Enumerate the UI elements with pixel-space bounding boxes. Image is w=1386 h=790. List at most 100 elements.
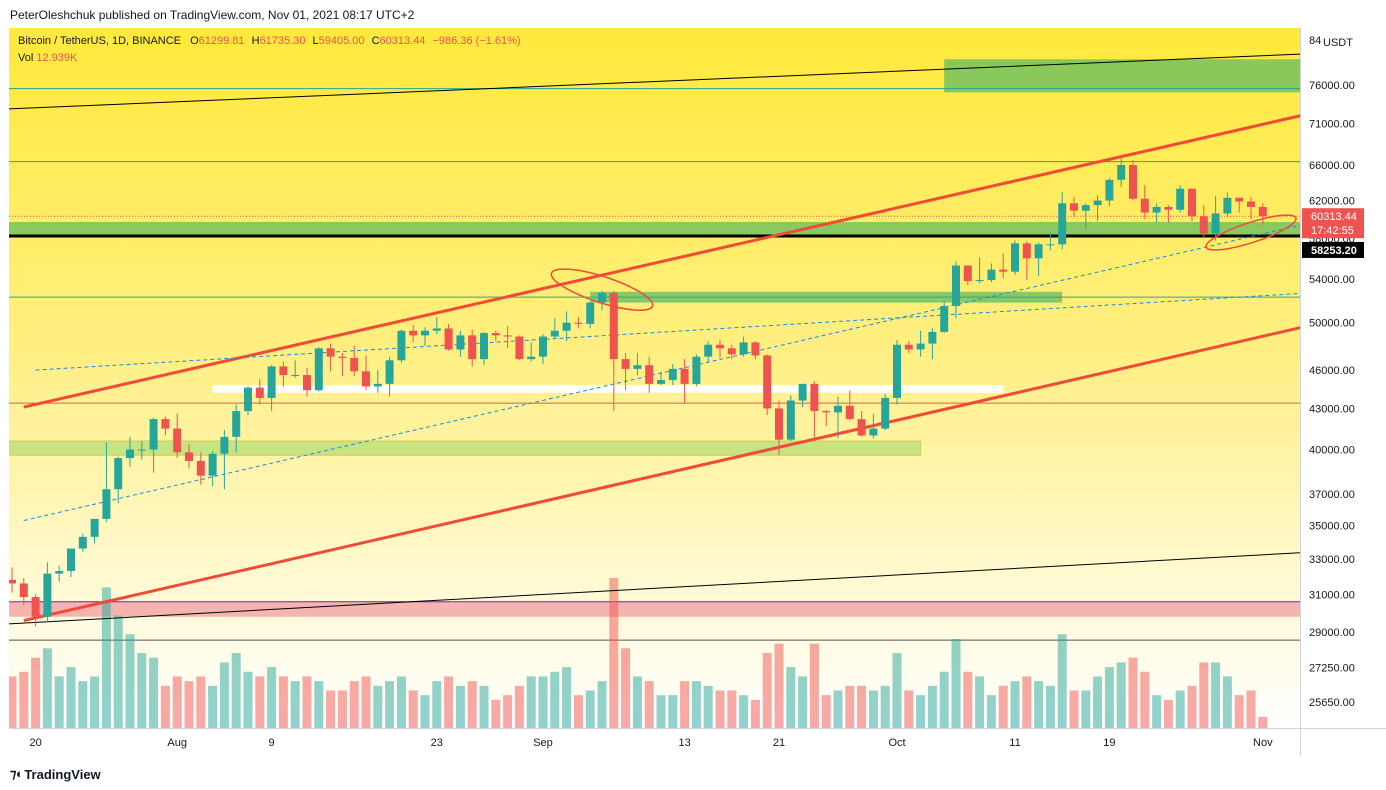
- volume-bar-68: [809, 643, 819, 728]
- candle-body: [220, 436, 229, 454]
- volume-bar-74: [880, 685, 890, 728]
- price-tick-2: 66000.00: [1309, 160, 1355, 172]
- candle-body: [19, 583, 28, 598]
- candle-body: [1199, 216, 1208, 234]
- zone-1: [9, 222, 1300, 236]
- candle-body: [1011, 243, 1019, 272]
- candle-body: [503, 335, 512, 337]
- volume-bar-90: [1069, 690, 1079, 728]
- time-tick-0: 20: [29, 737, 41, 749]
- chart-legend: Bitcoin / TetherUS, 1D, BINANCE O61299.8…: [18, 35, 525, 69]
- volume-bar-23: [278, 676, 288, 728]
- candle-91: [1081, 203, 1090, 230]
- candle-body: [598, 292, 606, 303]
- volume-bar-48: [573, 695, 583, 728]
- volume-bar-105: [1246, 690, 1256, 728]
- volume-bar-85: [1010, 681, 1020, 728]
- volume-bar-99: [1175, 690, 1185, 728]
- price-tick-15: 27250.00: [1309, 663, 1355, 675]
- candle-body: [1235, 197, 1244, 202]
- volume-bar-65: [774, 643, 784, 728]
- candle-80: [952, 261, 960, 319]
- candle-body: [1140, 198, 1149, 213]
- candle-body: [1164, 206, 1173, 210]
- zone-3: [212, 385, 1004, 393]
- volume-bar-55: [656, 695, 666, 728]
- candle-body: [1211, 213, 1220, 234]
- candle-67: [798, 383, 807, 408]
- tradingview-logo[interactable]: ⁊◖ TradingView: [10, 766, 101, 782]
- candles-layer: [9, 156, 1267, 627]
- volume-bar-61: [727, 690, 737, 728]
- candle-93: [1105, 178, 1114, 207]
- volume-label[interactable]: Vol: [18, 52, 34, 64]
- candle-105: [1247, 196, 1255, 220]
- candle-body: [940, 305, 949, 332]
- candle-body: [645, 365, 654, 384]
- candle-body: [527, 356, 536, 360]
- volume-bar-15: [184, 681, 194, 728]
- time-tick-2: 9: [269, 737, 275, 749]
- time-tick-1: Aug: [167, 737, 187, 749]
- candle-2: [31, 594, 40, 627]
- volume-bar-12: [149, 657, 159, 728]
- candle-33: [397, 329, 406, 363]
- candle-5: [67, 548, 75, 578]
- candle-body: [185, 452, 193, 461]
- candle-82: [975, 257, 984, 284]
- candle-34: [409, 325, 418, 343]
- volume-bar-40: [479, 685, 489, 728]
- candle-body: [196, 460, 205, 476]
- candle-body: [1152, 206, 1161, 213]
- candle-body: [727, 348, 736, 355]
- candle-70: [834, 396, 842, 439]
- candle-body: [149, 419, 158, 450]
- candle-body: [373, 383, 382, 387]
- candle-11: [137, 441, 146, 460]
- volume-bar-72: [857, 685, 867, 728]
- candle-26: [314, 347, 323, 392]
- candle-68: [810, 381, 819, 440]
- candle-28: [338, 353, 347, 377]
- volume-bar-27: [326, 690, 336, 728]
- candle-8: [102, 442, 111, 523]
- trend-lines-layer: [9, 53, 1300, 625]
- candle-39: [468, 329, 477, 367]
- candle-41: [491, 330, 500, 342]
- horizontal-lines-layer: [9, 88, 1300, 641]
- candle-body: [1176, 188, 1185, 210]
- candle-17: [208, 450, 217, 487]
- time-axis[interactable]: 20 Aug 9 23 Sep 13 21 Oct 11 19 Nov: [29, 737, 1273, 749]
- candle-58: [692, 354, 701, 387]
- price-axis[interactable]: 76000.0071000.0066000.0062000.0058000.00…: [1309, 80, 1355, 709]
- candle-body: [550, 330, 559, 337]
- low-label: L: [312, 35, 319, 47]
- candle-body: [999, 269, 1008, 272]
- candle-body: [810, 383, 819, 412]
- candle-body: [1070, 203, 1078, 211]
- volume-bar-69: [821, 695, 831, 728]
- volume-bar-21: [255, 676, 265, 728]
- volume-bar-20: [243, 671, 253, 728]
- time-tick-6: 21: [773, 737, 785, 749]
- candle-37: [444, 323, 453, 351]
- price-tick-7: 46000.00: [1309, 365, 1355, 377]
- candle-body: [1188, 188, 1196, 217]
- candle-95: [1129, 159, 1137, 201]
- candle-36: [432, 317, 441, 335]
- candle-81: [963, 265, 972, 286]
- volume-bar-96: [1140, 671, 1150, 728]
- price-chart[interactable]: 76000.0071000.0066000.0062000.0058000.00…: [0, 0, 1386, 756]
- volume-bar-84: [998, 685, 1008, 728]
- trend-line-3: [9, 552, 1300, 625]
- volume-bar-106: [1258, 716, 1268, 728]
- candle-body: [338, 356, 347, 358]
- candle-body: [621, 359, 630, 369]
- symbol-name[interactable]: Bitcoin / TetherUS, 1D, BINANCE: [18, 35, 182, 47]
- candle-96: [1140, 185, 1149, 220]
- candle-body: [1022, 243, 1031, 259]
- candle-84: [999, 253, 1008, 278]
- time-tick-9: 19: [1103, 737, 1115, 749]
- volume-bar-16: [196, 676, 206, 728]
- ohlc-legend: Bitcoin / TetherUS, 1D, BINANCE O61299.8…: [18, 35, 525, 52]
